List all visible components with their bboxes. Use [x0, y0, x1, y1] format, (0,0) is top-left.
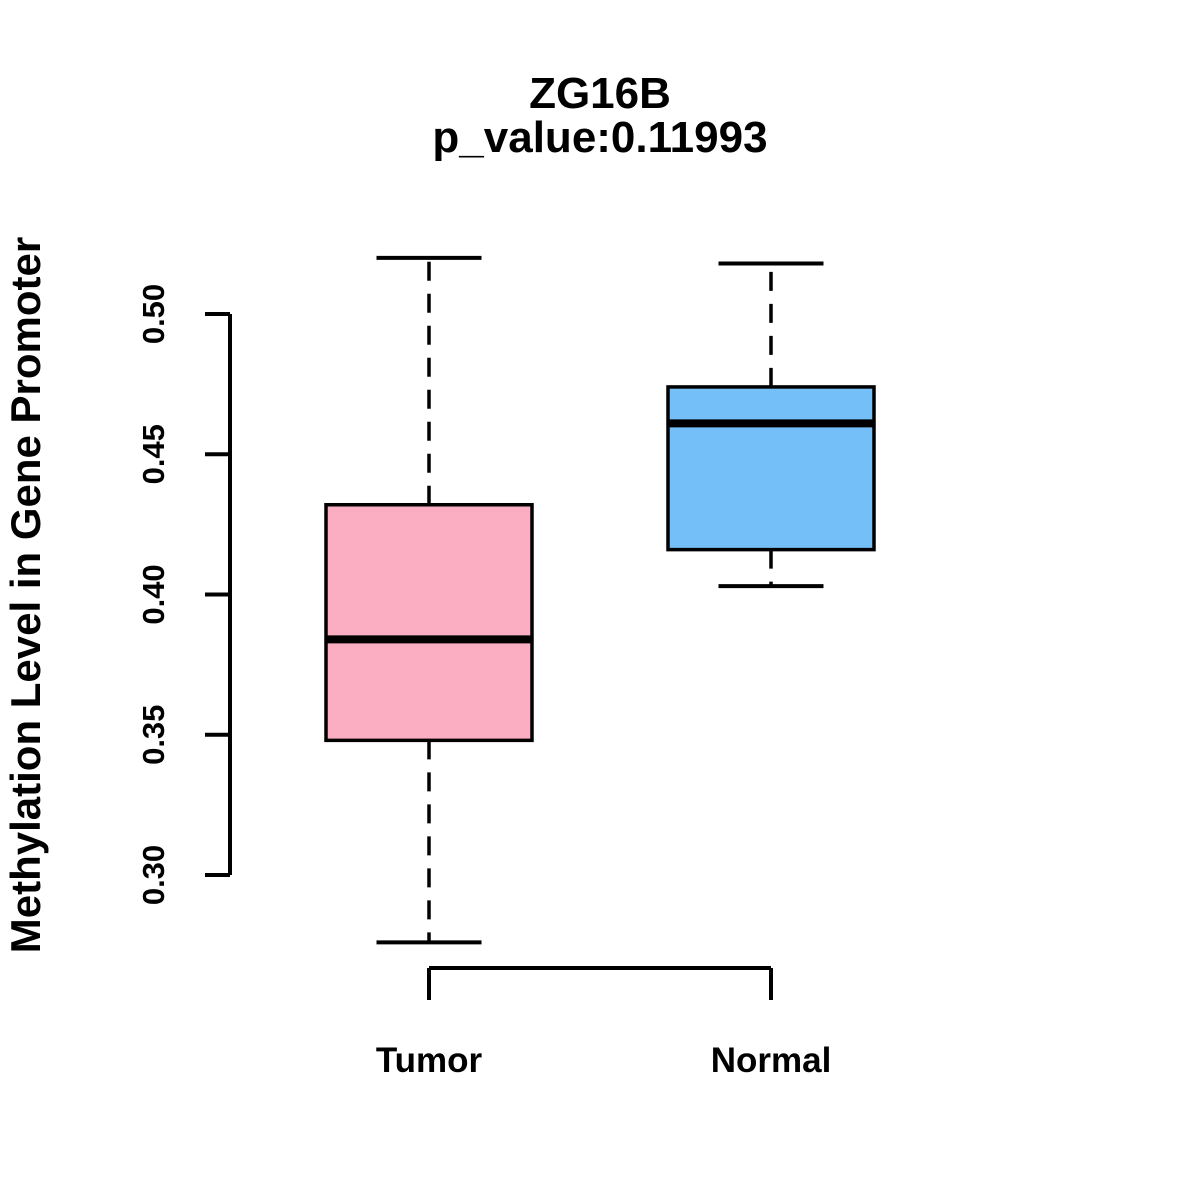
y-axis-tick-label: 0.40 [136, 564, 171, 624]
y-axis-tick-label: 0.30 [136, 845, 171, 905]
y-axis-tick-label: 0.45 [136, 424, 171, 484]
plot-layer: 0.30 0.35 0.40 0.45 0.50 Tumor Normal [136, 255, 876, 1080]
x-axis-category-label: Tumor [376, 1041, 483, 1080]
chart-title: ZG16B [529, 69, 671, 118]
y-axis-title: Methylation Level in Gene Promoter [2, 237, 49, 953]
box-normal [666, 385, 876, 552]
chart-subtitle: p_value:0.11993 [432, 113, 767, 162]
x-axis-category-label: Normal [711, 1041, 832, 1080]
box-tumor [324, 502, 534, 743]
y-axis-tick-label: 0.35 [136, 705, 171, 765]
y-axis-tick-label: 0.50 [136, 284, 171, 344]
